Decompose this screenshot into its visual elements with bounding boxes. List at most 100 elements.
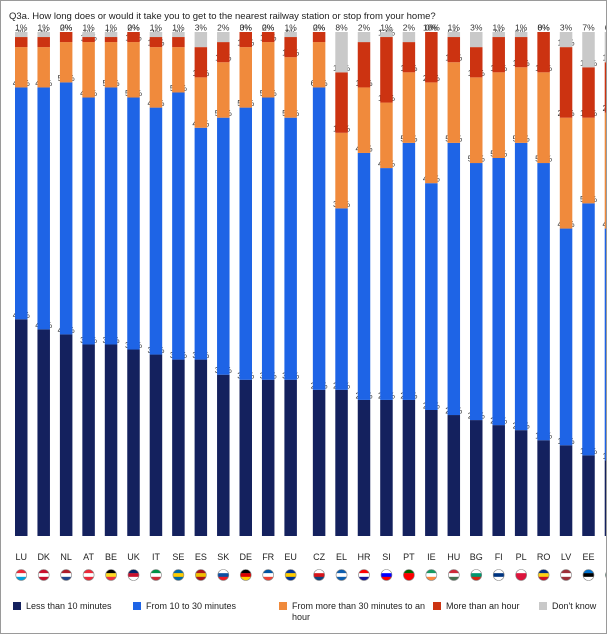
bar-segment — [582, 117, 595, 204]
legend-swatch — [13, 602, 21, 610]
bar-segment — [470, 420, 483, 536]
bar-segment — [357, 32, 371, 43]
bar-segment — [312, 32, 326, 43]
data-label: 1% — [515, 23, 528, 33]
category-label: DK — [37, 552, 50, 562]
bar-segment — [447, 142, 461, 416]
data-label: 1% — [448, 23, 461, 33]
category-label: HU — [447, 552, 460, 562]
bar-segment — [194, 32, 208, 48]
data-label: 3% — [195, 23, 208, 33]
bar-segment — [284, 117, 297, 380]
data-label: 0% — [425, 23, 438, 33]
bar-segment — [149, 107, 163, 355]
data-label: 3% — [240, 23, 253, 33]
flag-icon — [380, 569, 393, 581]
flag-icon — [239, 569, 252, 581]
bar-segment — [492, 32, 505, 38]
bar-segment — [402, 142, 416, 400]
bar-segment — [15, 87, 28, 320]
bar-segment — [312, 389, 326, 536]
category-label: SI — [382, 552, 391, 562]
category-label: UK — [127, 552, 140, 562]
data-label: 10% — [602, 53, 606, 63]
data-label: 0% — [537, 23, 550, 33]
bar-segment — [312, 42, 326, 88]
data-label: 0% — [60, 23, 73, 33]
data-label: 2% — [313, 23, 326, 33]
category-label: IE — [427, 552, 436, 562]
bar-segment — [194, 47, 208, 78]
category-label: FR — [262, 552, 274, 562]
bar-segment — [402, 32, 416, 43]
legend-item: From more than 30 minutes to an hour — [279, 601, 429, 623]
legend-item: Don't know — [539, 601, 607, 612]
bar-segment — [447, 62, 461, 143]
bar-segment — [15, 32, 28, 38]
legend: Less than 10 minutes From 10 to 30 minute… — [9, 601, 605, 631]
flag-icon — [60, 569, 72, 581]
category-label: EU — [284, 552, 297, 562]
bar-segment — [335, 389, 348, 536]
bar-segment — [559, 228, 573, 446]
data-label: 2% — [217, 23, 230, 33]
bar-segment — [357, 399, 371, 536]
bar-segment — [380, 102, 393, 169]
data-label: 0% — [240, 23, 253, 33]
bar-segment — [172, 32, 185, 38]
category-label: AT — [83, 552, 94, 562]
bar-segment — [582, 455, 595, 536]
bar-segment — [37, 37, 50, 48]
data-label: 15% — [602, 451, 606, 461]
data-label: 2% — [60, 23, 73, 33]
bar-segment — [470, 163, 483, 421]
data-label: 1% — [82, 23, 95, 33]
bar-segment — [82, 37, 95, 43]
data-label: 10% — [423, 23, 440, 33]
bar-segment — [537, 32, 550, 73]
flag-icon — [105, 569, 117, 581]
bar-segment — [425, 82, 438, 184]
bar-segment — [312, 87, 326, 390]
category-label: LV — [561, 552, 571, 562]
bar-segment — [604, 460, 606, 536]
bar-segment — [284, 379, 297, 536]
bar-segment — [149, 32, 163, 38]
bar-segment — [104, 344, 118, 536]
category-label: DE — [239, 552, 252, 562]
flag-icon — [537, 569, 550, 581]
legend-item: More than an hour — [433, 601, 533, 612]
bar-segment — [537, 163, 550, 441]
bar-segment — [217, 117, 230, 375]
bar-segment — [335, 208, 348, 390]
bar-segment — [261, 97, 275, 380]
legend-label: Less than 10 minutes — [26, 601, 112, 611]
bar-segment — [59, 82, 73, 335]
data-label: 3% — [560, 23, 573, 33]
bar-segment — [82, 32, 95, 38]
category-label: ES — [195, 552, 207, 562]
flag-icon — [127, 569, 140, 581]
flag-icon — [82, 569, 95, 581]
bar-segment — [217, 32, 230, 43]
data-label: 1% — [150, 23, 163, 33]
category-label: PT — [403, 552, 415, 562]
category-label: NL — [60, 552, 72, 562]
flag-icon — [313, 569, 325, 581]
category-label: BE — [105, 552, 117, 562]
bar-segment — [284, 57, 297, 118]
bar-segment — [82, 97, 95, 345]
data-label: 46% — [602, 219, 606, 229]
data-label: 7% — [582, 23, 595, 33]
bar-segment — [217, 374, 230, 536]
bar-segment — [470, 32, 483, 48]
legend-swatch — [433, 602, 441, 610]
data-label: 3% — [470, 23, 483, 33]
legend-label: Don't know — [552, 601, 597, 611]
bar-segment — [559, 32, 573, 48]
data-label: 8% — [537, 23, 550, 33]
bar-segment — [239, 47, 252, 108]
data-label: 1% — [38, 23, 51, 33]
bar-segment — [15, 319, 28, 536]
